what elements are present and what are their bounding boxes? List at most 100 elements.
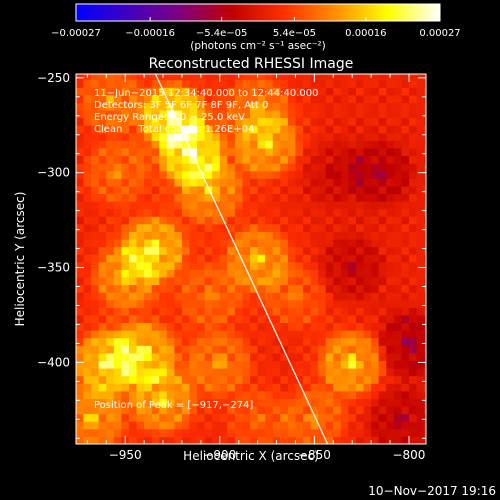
heatmap-cell	[340, 421, 349, 430]
heatmap-cell	[265, 375, 274, 384]
heatmap-cell	[310, 117, 319, 126]
heatmap-cell	[219, 330, 228, 339]
heatmap-cell	[378, 246, 387, 255]
heatmap-cell	[310, 254, 319, 263]
heatmap-cell	[310, 352, 319, 362]
heatmap-cell	[113, 428, 122, 437]
heatmap-cell	[144, 254, 153, 263]
heatmap-cell	[136, 436, 145, 444]
heatmap-cell	[159, 375, 168, 384]
heatmap-cell	[98, 125, 107, 134]
heatmap-cell	[310, 314, 319, 324]
heatmap-cell	[295, 163, 304, 172]
heatmap-cell	[234, 79, 243, 88]
heatmap-cell	[204, 292, 213, 301]
heatmap-cell	[424, 352, 426, 362]
heatmap-cell	[76, 208, 85, 217]
heatmap-cell	[348, 390, 357, 399]
heatmap-cell	[219, 292, 228, 301]
heatmap-cell	[340, 428, 349, 437]
heatmap-cell	[371, 406, 380, 415]
heatmap-cell	[189, 110, 198, 119]
heatmap-cell	[219, 436, 228, 444]
heatmap-cell	[393, 140, 402, 149]
heatmap-cell	[378, 406, 387, 415]
heatmap-cell	[166, 345, 175, 354]
heatmap-cell	[408, 413, 418, 422]
heatmap-cell	[83, 185, 92, 195]
heatmap-cell	[166, 223, 175, 232]
heatmap-cell	[333, 330, 342, 339]
heatmap-cell	[98, 208, 107, 217]
heatmap-cell	[174, 269, 183, 278]
heatmap-cell	[393, 383, 402, 392]
heatmap-cell	[257, 406, 266, 415]
heatmap-cell	[219, 360, 228, 369]
heatmap-cell	[128, 428, 138, 437]
heatmap-cell	[280, 125, 289, 134]
heatmap-cell	[204, 360, 213, 369]
heatmap-cell	[166, 413, 175, 422]
heatmap-cell	[242, 428, 251, 437]
heatmap-cell	[166, 292, 175, 301]
heatmap-cell	[242, 239, 251, 248]
heatmap-cell	[348, 383, 357, 392]
heatmap-cell	[91, 307, 100, 316]
heatmap-cell	[416, 208, 425, 217]
heatmap-cell	[242, 261, 251, 270]
heatmap-cell	[98, 216, 107, 225]
heatmap-cell	[287, 223, 296, 232]
heatmap-cell	[416, 436, 425, 444]
heatmap-cell	[151, 239, 160, 248]
heatmap-cell	[174, 254, 183, 263]
heatmap-cell	[280, 193, 289, 202]
heatmap-cell	[128, 148, 138, 157]
heatmap-cell	[318, 314, 327, 324]
heatmap-cell	[348, 231, 357, 240]
heatmap-cell	[386, 428, 395, 437]
heatmap-cell	[310, 163, 319, 172]
heatmap-cell	[151, 163, 160, 172]
heatmap-cell	[257, 390, 266, 399]
heatmap-cell	[257, 201, 266, 210]
heatmap-cell	[280, 398, 289, 407]
heatmap-cell	[121, 428, 130, 437]
heatmap-cell	[287, 125, 296, 134]
heatmap-cell	[212, 132, 221, 141]
heatmap-cell	[91, 269, 100, 278]
heatmap-cell	[174, 74, 183, 81]
heatmap-cell	[340, 125, 349, 134]
heatmap-cell	[371, 254, 380, 263]
heatmap-cell	[265, 277, 274, 286]
y-tick-label: −300	[37, 166, 70, 180]
heatmap-cell	[250, 406, 259, 415]
heatmap-cell	[265, 390, 274, 399]
heatmap-cell	[393, 132, 402, 141]
heatmap-cell	[348, 368, 357, 377]
heatmap-cell	[113, 110, 122, 119]
heatmap-cell	[234, 330, 243, 339]
heatmap-cell	[121, 299, 130, 308]
heatmap-cell	[91, 390, 100, 399]
heatmap-cell	[348, 322, 357, 331]
heatmap-cell	[98, 406, 107, 415]
heatmap-cell	[204, 428, 213, 437]
heatmap-cell	[144, 284, 153, 293]
heatmap-cell	[303, 322, 312, 331]
heatmap-cell	[234, 132, 243, 141]
heatmap-cell	[189, 337, 198, 346]
heatmap-cell	[234, 170, 243, 179]
heatmap-cell	[76, 345, 85, 354]
heatmap-cell	[121, 360, 130, 369]
heatmap-cell	[121, 398, 130, 407]
heatmap-cell	[204, 284, 213, 293]
heatmap-cell	[250, 284, 259, 293]
heatmap-cell	[401, 148, 410, 157]
heatmap-cell	[378, 436, 387, 444]
heatmap-cell	[295, 102, 304, 111]
heatmap-cell	[340, 330, 349, 339]
heatmap-cell	[287, 254, 296, 263]
heatmap-cell	[121, 345, 130, 354]
heatmap-cell	[272, 277, 281, 286]
heatmap-cell	[371, 284, 380, 293]
